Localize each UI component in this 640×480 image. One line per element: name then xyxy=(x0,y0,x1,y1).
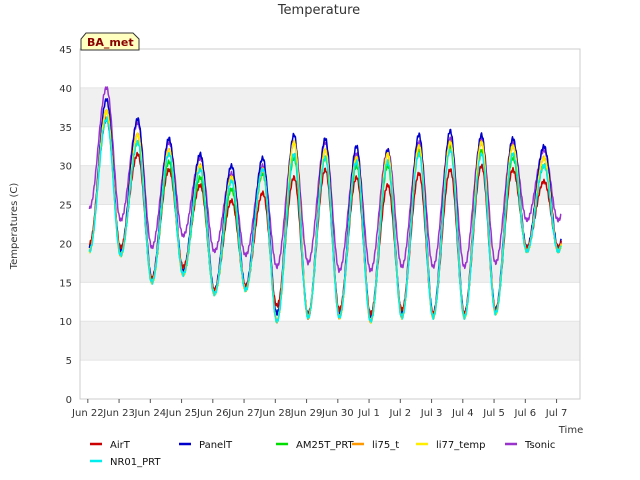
x-tick-label: Jul 1 xyxy=(357,408,380,419)
legend: AirT PanelT AM25T_PRT li75_t li77_temp Tsonic… xyxy=(90,440,555,468)
series-line-li77-temp xyxy=(88,109,562,324)
legend-label: PanelT xyxy=(199,440,233,451)
x-tick-label: Jun 22 xyxy=(71,408,104,419)
x-tick-label: Jul 5 xyxy=(482,408,505,419)
y-tick-label: 0 xyxy=(66,395,72,406)
badge-box xyxy=(80,32,140,51)
y-tick-label: 5 xyxy=(66,356,72,367)
grid-band xyxy=(80,87,580,127)
x-axis-ticks: Jun 22 Jun 23 Jun 24 Jun 25 Jun 26 Jun 27 Jun … xyxy=(71,399,567,419)
chart-title: Temperature xyxy=(277,3,360,18)
y-tick-label: 35 xyxy=(59,123,72,134)
legend-label: Tsonic xyxy=(524,440,555,451)
x-tick-label: Jul 4 xyxy=(451,408,474,419)
y-tick-label: 20 xyxy=(59,239,72,250)
badge: BA_met xyxy=(80,32,140,51)
y-tick-label: 40 xyxy=(59,84,72,95)
series-line-nr01-prt xyxy=(88,116,562,324)
y-tick-label: 30 xyxy=(59,162,72,173)
x-tick-label: Jul 2 xyxy=(389,408,412,419)
legend-label: AirT xyxy=(110,440,131,451)
legend-label: NR01_PRT xyxy=(110,457,161,468)
y-axis-ticks: 0 5 10 15 20 25 30 35 40 45 xyxy=(59,45,72,406)
y-tick-label: 10 xyxy=(59,317,72,328)
grid-band xyxy=(80,321,580,361)
legend-label: AM25T_PRT xyxy=(296,440,355,451)
x-tick-label: Jun 23 xyxy=(102,408,135,419)
x-tick-label: Jul 3 xyxy=(420,408,443,419)
y-tick-label: 25 xyxy=(59,201,72,212)
series-line-airt xyxy=(88,116,562,316)
plot-frame xyxy=(79,48,581,400)
x-tick-label: Jun 28 xyxy=(259,408,292,419)
y-tick-label: 45 xyxy=(59,45,72,56)
legend-label: li75_t xyxy=(372,440,399,451)
y-axis-title: Temperatures (C) xyxy=(9,183,20,271)
x-tick-label: Jul 7 xyxy=(545,408,568,419)
badge-label: BA_met xyxy=(87,36,134,49)
legend-label: li77_temp xyxy=(436,440,485,451)
series-line-panelt xyxy=(88,97,562,320)
x-tick-label: Jun 24 xyxy=(134,408,167,419)
x-axis-title: Time xyxy=(558,425,583,436)
x-tick-label: Jun 30 xyxy=(321,408,354,419)
x-tick-label: Jun 29 xyxy=(290,408,323,419)
x-tick-label: Jun 25 xyxy=(165,408,198,419)
x-tick-label: Jun 27 xyxy=(227,408,260,419)
x-tick-label: Jun 26 xyxy=(196,408,229,419)
x-tick-label: Jul 6 xyxy=(514,408,537,419)
series-layer xyxy=(88,86,562,324)
y-tick-label: 15 xyxy=(59,278,72,289)
